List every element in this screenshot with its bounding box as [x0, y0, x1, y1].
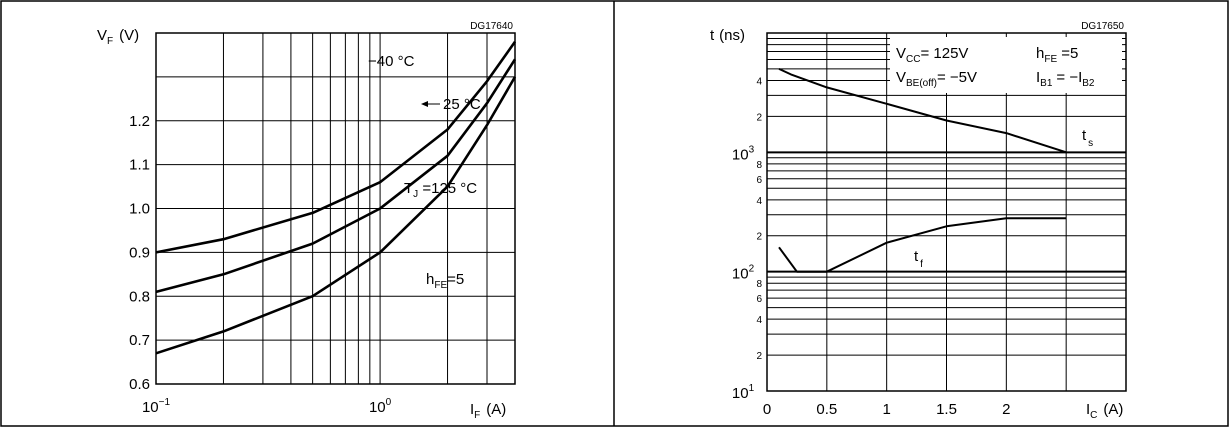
vf-y-tick-label: 1.0 [129, 201, 150, 218]
t-x-tick-labels: 0 0.5 1 1.5 2 [763, 401, 1011, 418]
t-y-minor-tick-label: 2 [756, 112, 762, 123]
vf-y-tick-label: 1.1 [129, 157, 150, 174]
t-y-minor-tick-label: 6 [756, 294, 762, 305]
vf-label-25-arrowhead [421, 101, 428, 107]
vf-label-minus40: −40 °C [368, 53, 415, 70]
t-y-minor-tick-label: 2 [756, 232, 762, 243]
t-y-major-tick-label: 102 [732, 264, 755, 283]
t-series-line [778, 67, 1067, 154]
vf-label-25: 25 °C [443, 96, 481, 113]
t-x-tick-label: 0.5 [816, 401, 837, 418]
vf-chart-code: DG17640 [470, 21, 513, 32]
t-y-minor-tick-label: 4 [756, 196, 762, 207]
vf-y-tick-labels: 0.6 0.7 0.8 0.9 1.0 1.1 1.2 [129, 113, 150, 393]
t-condition-ib: IB1 = −IB2 [1036, 69, 1095, 89]
t-y-minor-tick-label: 8 [756, 279, 762, 290]
vf-x-tick-labels: 10−1 100 [142, 397, 392, 416]
t-series-group [778, 67, 1067, 273]
t-y-minor-tick-label: 2 [756, 351, 762, 362]
vf-y-tick-label: 0.9 [129, 244, 150, 261]
t-x-axis-label: IC (A) [1086, 401, 1123, 421]
t-conditions-box [890, 37, 1122, 93]
vf-y-tick-label: 0.8 [129, 288, 150, 305]
vf-series-line [155, 41, 517, 254]
vf-series-group [155, 41, 517, 355]
vf-y-axis-label: VF (V) [97, 27, 139, 47]
vf-plot-area [155, 32, 516, 385]
vf-y-tick-label: 0.7 [129, 332, 150, 349]
t-y-minor-tick-label: 4 [756, 315, 762, 326]
t-x-tick-label: 1 [882, 401, 890, 418]
vf-series-line [155, 58, 517, 294]
vf-label-hfe: hFE=5 [426, 271, 464, 291]
t-chart-code: DG17650 [1081, 21, 1124, 32]
t-plot-area [766, 32, 1127, 392]
t-vs-ic-chart: 101 102 103 2 4 6 8 2 4 6 8 2 4 0 0.5 1 1.5 2 DG17650 t(… [710, 21, 1127, 421]
t-y-minor-tick-label: 6 [756, 175, 762, 186]
vf-y-tick-label: 0.6 [129, 376, 150, 393]
t-series-line [778, 217, 1067, 273]
vf-grid [155, 32, 516, 385]
t-y-major-tick-label: 101 [732, 383, 755, 402]
t-y-tick-labels: 101 102 103 2 4 6 8 2 4 6 8 2 4 [732, 76, 763, 402]
vf-x-tick-label: 100 [369, 397, 392, 416]
t-y-minor-tick-label: 4 [756, 76, 762, 87]
vf-y-tick-label: 1.2 [129, 113, 150, 130]
vf-vs-if-chart: 0.6 0.7 0.8 0.9 1.0 1.1 1.2 10−1 100 DG17640 VF… [97, 21, 517, 421]
t-condition-vcc: VCC= 125V [896, 45, 968, 65]
vf-x-tick-label: 10−1 [142, 397, 171, 416]
vf-label-tj125: TJ =125 °C [404, 180, 477, 200]
t-condition-vbe: VBE(off)= −5V [896, 69, 977, 89]
t-y-major-tick-label: 103 [732, 144, 755, 163]
t-condition-hfe: hFE =5 [1036, 45, 1078, 65]
t-x-tick-label: 1.5 [936, 401, 957, 418]
t-x-tick-label: 2 [1002, 401, 1010, 418]
vf-x-axis-label: IF (A) [470, 401, 506, 421]
t-y-axis-label: t (ns) [710, 27, 745, 44]
vf-series-line [155, 76, 517, 355]
t-y-minor-tick-label: 8 [756, 160, 762, 171]
t-x-tick-label: 0 [763, 401, 771, 418]
